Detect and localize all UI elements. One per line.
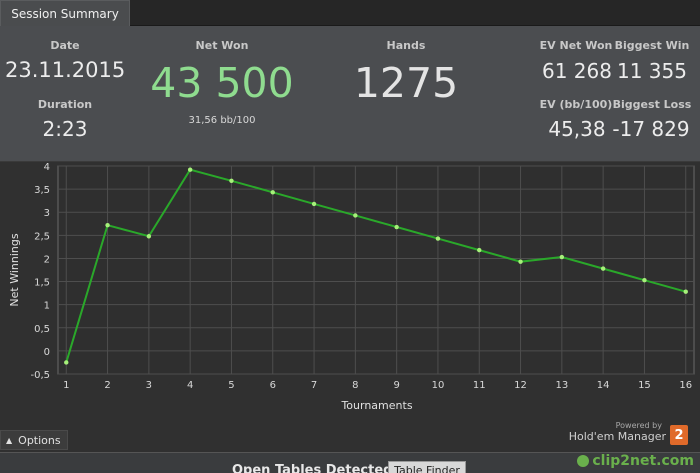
clip2net-logo-icon — [577, 455, 590, 467]
y-tick-label: 4 — [44, 162, 50, 173]
y-tick-label: 0 — [44, 347, 50, 358]
ev-bb100-label: EV (bb/100) — [539, 98, 613, 111]
chart-svg: -0,500,511,522,533,54 1 2 3 4 5 6 7 8 9 10 11 12 13 1… — [8, 162, 695, 412]
hands-label: Hands — [386, 39, 426, 52]
y-axis-label: Net Winnings — [8, 233, 21, 306]
x-tick-label: 7 — [311, 380, 317, 391]
x-tick-label: 14 — [597, 380, 610, 391]
clip2net-watermark: clip2net.com — [577, 453, 694, 469]
data-point — [477, 247, 482, 253]
y-tick-labels: -0,5 0 0,5 1 1,5 2 2,5 3 3,5 4 — [30, 162, 50, 381]
clip2net-text: clip2net.com — [592, 453, 694, 469]
y-tick-label: 3 — [44, 208, 50, 219]
x-tick-label: 3 — [146, 380, 152, 391]
y-tick-label: 1 — [44, 301, 50, 312]
x-axis-label: Tournaments — [340, 399, 412, 412]
data-point — [642, 277, 647, 283]
options-label: Options — [18, 433, 61, 447]
options-button[interactable]: ▲ Options — [0, 430, 68, 450]
x-tick-label: 15 — [638, 380, 651, 391]
bottom-bar: Open Tables Detected Table Finder clip2n… — [0, 452, 700, 473]
x-tick-label: 5 — [228, 380, 234, 391]
date-label: Date — [50, 39, 80, 52]
duration-value: 2:23 — [42, 117, 88, 141]
tab-bar: Session Summary — [0, 0, 700, 26]
data-point — [229, 178, 234, 183]
plot-area — [57, 165, 695, 375]
ev-net-won-value: 61 268 — [542, 59, 612, 83]
data-point — [518, 259, 523, 264]
data-point — [600, 266, 606, 271]
y-tick-label: 2 — [44, 254, 50, 265]
holdem-manager-logo: 2 — [670, 425, 688, 445]
data-point — [394, 224, 399, 230]
y-tick-label: 3,5 — [34, 185, 50, 196]
session-summary-panel: Date 23.11.2015 Duration 2:23 Net Won 43… — [0, 26, 700, 162]
y-tick-label: 2,5 — [34, 231, 50, 242]
net-winnings-chart: -0,5 0 0,5 1 1,5 2 2,5 3 3,5 4 1 2 3 4 5 6 7 8 9 10 11 12 13 1… — [0, 162, 700, 452]
net-won-value: 43 500 — [150, 59, 294, 107]
x-tick-label: 9 — [393, 380, 399, 391]
tab-session-summary[interactable]: Session Summary — [0, 0, 130, 26]
x-tick-label: 8 — [352, 380, 358, 391]
ev-net-won-label: EV Net Won — [539, 39, 613, 52]
y-tick-label: 1,5 — [34, 278, 50, 289]
x-tick-label: 1 — [63, 380, 69, 391]
date-value: 23.11.2015 — [5, 58, 126, 82]
x-tick-label: 13 — [555, 380, 568, 391]
x-tick-label: 6 — [270, 380, 276, 391]
data-point — [353, 213, 358, 218]
x-tick-label: 11 — [473, 380, 486, 391]
duration-label: Duration — [37, 98, 93, 111]
x-tick-label: 10 — [432, 380, 445, 391]
chart-grid — [57, 165, 695, 375]
chart-series — [64, 167, 688, 365]
hands-value: 1275 — [353, 59, 459, 107]
open-tables-detected-label: Open Tables Detected — [232, 463, 393, 473]
net-won-bb100: 31,56 bb/100 — [188, 115, 256, 126]
biggest-win-label: Biggest Win — [614, 39, 690, 52]
data-point — [559, 254, 565, 260]
holdem-manager-label: Hold'em Manager — [568, 430, 666, 443]
data-point — [270, 190, 275, 195]
data-point — [64, 360, 69, 365]
x-tick-label: 12 — [514, 380, 527, 391]
powered-by-label: Powered by — [615, 421, 662, 430]
x-tick-label: 16 — [679, 380, 692, 391]
table-finder-button[interactable]: Table Finder — [388, 461, 466, 473]
x-tick-labels: 1 2 3 4 5 6 7 8 9 10 11 12 13 14 15 16 — [63, 380, 692, 391]
x-tick-label: 2 — [104, 380, 110, 391]
data-point — [105, 222, 110, 228]
biggest-win-value: 11 355 — [617, 59, 687, 83]
series-line — [65, 168, 687, 363]
net-won-label: Net Won — [195, 39, 249, 52]
ev-bb100-value: 45,38 — [548, 117, 606, 141]
x-tick-label: 4 — [187, 380, 193, 391]
data-point — [435, 236, 441, 241]
y-tick-label: 0,5 — [34, 324, 50, 335]
data-point — [187, 167, 193, 172]
data-point — [683, 289, 688, 294]
chevron-up-icon: ▲ — [6, 435, 13, 445]
data-point — [146, 234, 152, 239]
y-tick-label: -0,5 — [30, 370, 50, 381]
biggest-loss-value: -17 829 — [612, 117, 690, 141]
biggest-loss-label: Biggest Loss — [612, 98, 692, 111]
data-point — [311, 201, 317, 207]
